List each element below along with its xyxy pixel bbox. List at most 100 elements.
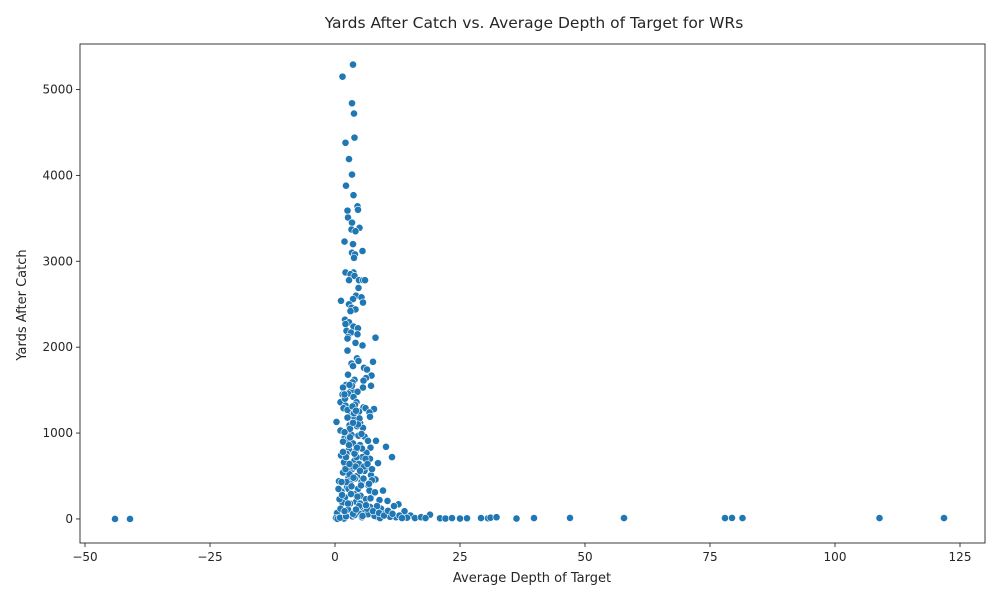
scatter-point [340,428,349,437]
x-axis-label: Average Depth of Target [453,571,611,586]
scatter-point [492,513,501,522]
scatter-point [366,443,375,452]
scatter-point [358,341,367,350]
scatter-point [388,453,396,462]
scatter-point [341,138,350,147]
scatter-point [366,494,375,503]
scatter-point [371,333,380,342]
scatter-point [344,213,352,222]
x-tick-label: 125 [949,550,972,564]
scatter-point [345,381,354,389]
scatter-point [354,205,362,214]
scatter-point [341,320,350,328]
scatter-point [349,418,357,427]
scatter-point [342,181,350,190]
scatter-point [340,390,349,399]
scatter-point [332,417,341,426]
scatter-point [366,412,374,421]
scatter-point [379,486,387,495]
scatter-point [374,459,382,468]
scatter-point [347,482,356,491]
scatter-point [345,155,353,163]
y-tick-label: 0 [65,512,73,526]
x-axis-ticks: −50 −25 0 25 50 75 100 125 [72,543,971,564]
x-tick-label: 75 [702,550,717,564]
scatter-point [353,492,362,501]
scatter-point [566,514,574,522]
scatter-point [348,170,356,179]
scatter-point [728,514,736,522]
scatter-point [362,501,370,510]
scatter-point [350,133,359,142]
scatter-point [441,514,450,523]
x-tick-label: −50 [72,550,97,564]
scatter-point [353,443,361,452]
scatter-point [354,357,363,365]
scatter-point [339,383,347,392]
scatter-point [111,515,119,523]
scatter-point [421,514,430,522]
scatter-point [353,387,362,396]
scatter-point [345,276,353,285]
scatter-point [371,488,379,497]
scatter-point [620,514,628,522]
scatter-point [356,466,364,475]
plot-frame [79,43,986,544]
scatter-point [343,346,352,355]
y-tick-label: 3000 [42,254,73,268]
scatter-point [349,295,357,303]
scatter-point [349,240,357,249]
scatter-point [352,505,360,514]
scatter-point [340,507,349,516]
x-tick-label: 25 [452,550,467,564]
scatter-point [359,474,368,483]
scatter-point [349,362,357,370]
scatter-point [341,465,350,474]
scatter-point [346,433,354,442]
y-tick-label: 1000 [42,426,73,440]
scatter-point [349,60,357,69]
scatter-point [346,307,355,316]
scatter-point [345,441,353,449]
y-tick-label: 5000 [42,83,73,97]
scatter-point [359,383,367,392]
scatter-point [126,515,134,523]
scatter-point [357,481,365,490]
scatter-point [337,478,346,486]
scatter-point [398,514,406,522]
scatter-point [339,437,347,446]
scatter-point [347,490,355,498]
scatter-point [340,237,349,246]
scatter-point [354,284,363,292]
x-tick-label: 0 [331,550,339,564]
scatter-point [350,253,358,262]
scatter-point [351,227,360,236]
scatter-point [339,448,347,456]
x-tick-label: 100 [824,550,847,564]
scatter-point [940,514,948,522]
scatter-point [344,499,352,508]
scatter-point [390,502,398,510]
scatter-point [368,465,376,474]
scatter-point [363,365,371,374]
chart-title: Yards After Catch vs. Average Depth of T… [324,14,744,32]
scatter-point [456,514,464,523]
scatter-point [363,460,372,468]
data-points [111,60,948,523]
scatter-point [721,514,729,522]
x-tick-label: 50 [577,550,592,564]
scatter-point [343,413,352,422]
scatter-point [351,338,360,347]
scatter-point [357,430,366,438]
scatter-point [348,99,356,108]
scatter-point [353,330,362,339]
scatter-point [369,357,377,366]
scatter-point [349,473,358,482]
scatter-point [383,497,392,505]
scatter-point [343,206,352,215]
scatter-point [359,298,367,307]
scatter-point [388,509,397,518]
scatter-point [337,296,345,305]
